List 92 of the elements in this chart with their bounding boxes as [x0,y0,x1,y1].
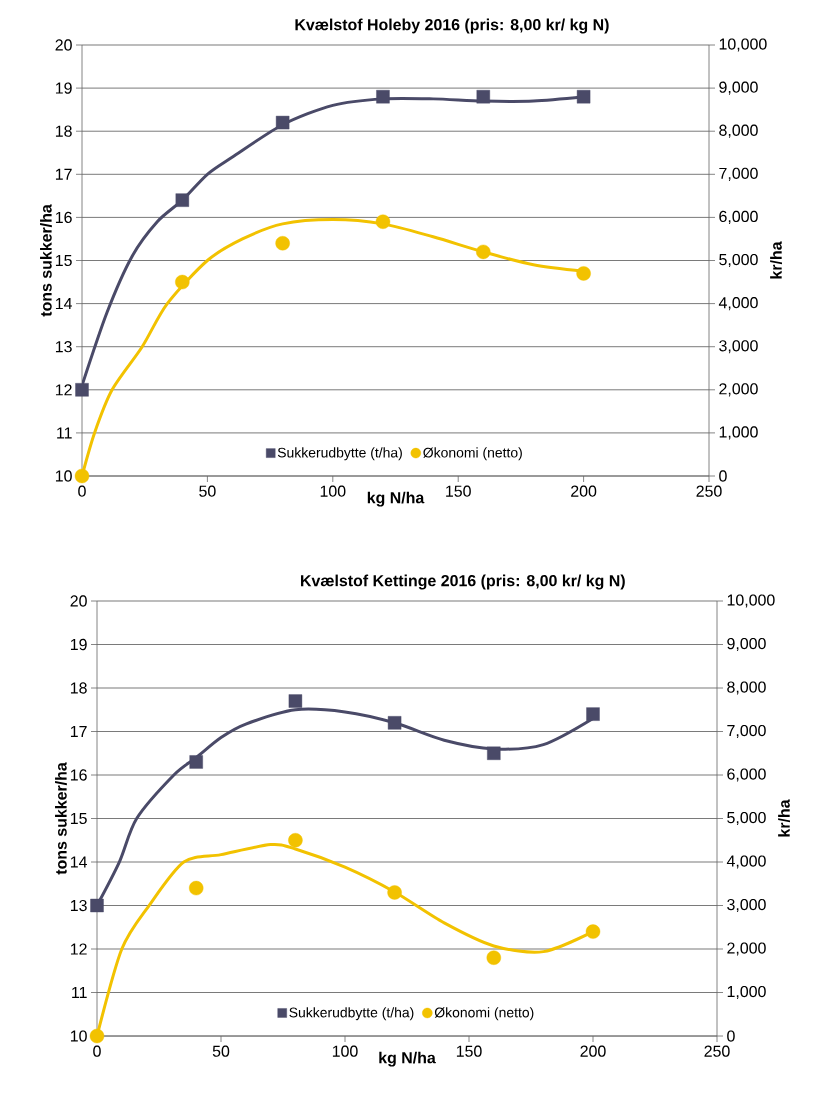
y2-tick-label: 10,000 [719,38,767,52]
y-tick-label: 13 [70,899,87,912]
y-tick-label: 17 [55,168,72,180]
point [189,880,204,896]
point [387,885,402,900]
point [376,90,390,104]
y-tick-label: 14 [55,298,72,310]
y2-axis-title: kr/ha [770,241,782,279]
y-tick-label: 20 [55,39,72,51]
point [585,924,601,939]
x-axis-title: kg N/ha [379,1051,436,1067]
point [487,746,501,760]
x-tick-label: 50 [199,485,216,497]
y2-tick-label: 9,000 [727,637,766,652]
y-tick-label: 17 [70,726,87,737]
y2-tick-label: 8,000 [719,124,758,138]
y-tick-label: 19 [70,638,87,651]
y2-tick-label: 7,000 [719,167,758,181]
y2-tick-label: 1,000 [727,985,766,1000]
y2-tick-label: 9,000 [719,81,758,95]
y-tick-label: 20 [70,595,87,607]
y-tick-label: 10 [55,470,72,482]
chart-title: Kvælstof Kettinge 2016 (pris: 8,00 kr/ kg N) [301,574,625,590]
y2-axis-title: kr/ha [778,799,790,837]
y2-tick-label: 5,000 [719,253,758,268]
point [175,274,190,290]
y-axis-title: tons sukker/ha [40,204,52,317]
point [75,383,89,397]
point [476,244,491,260]
point [375,214,391,229]
y-tick-label: 12 [70,943,87,955]
y2-tick-label: 8,000 [727,681,766,695]
point [576,90,591,104]
legend-label: Økonomi (netto) [423,447,522,461]
point [586,707,600,721]
point [486,950,501,965]
y2-tick-label: 5,000 [727,811,766,826]
point [288,833,303,848]
chart-title: Kvælstof Holeby 2016 (pris: 8,00 kr/ kg N) [295,18,609,34]
point [90,898,104,913]
y2-tick-label: 10,000 [727,594,775,608]
y2-tick-label: 4,000 [726,855,766,869]
x-tick-label: 250 [696,485,722,497]
point [387,716,402,730]
y-tick-label: 11 [57,427,72,439]
y-tick-label: 16 [55,211,72,224]
y2-tick-label: 3,000 [727,898,766,913]
y2-tick-label: 2,000 [727,942,766,956]
x-tick-label: 150 [446,485,471,497]
point [89,1028,105,1044]
x-tick-label: 0 [78,485,86,497]
y2-tick-label: 3,000 [719,340,758,354]
y2-tick-label: 0 [727,1030,735,1042]
x-tick-label: 50 [212,1045,230,1057]
y2-tick-label: 0 [719,470,727,482]
y-tick-label: 15 [55,254,72,267]
x-tick-label: 200 [571,485,597,497]
y2-tick-label: 4,000 [718,297,758,311]
x-tick-label: 100 [320,485,346,497]
point [275,236,290,251]
x-tick-label: 250 [704,1045,730,1057]
y-tick-label: 16 [70,769,87,781]
point [74,468,90,484]
y-axis-title: tons sukker/ha [55,762,67,875]
y2-tick-label: 6,000 [727,768,766,782]
point [576,266,591,281]
y2-tick-label: 6,000 [719,210,758,224]
y-tick-label: 10 [70,1030,87,1042]
y-tick-label: 13 [55,341,72,353]
point [476,90,490,104]
x-tick-label: 100 [332,1045,358,1057]
legend-label: Sukkerudbytte (t/ha) [277,447,402,461]
legend-label: Sukkerudbytte (t/ha) [289,1007,414,1021]
legend-label: Økonomi (netto) [434,1007,534,1021]
x-tick-label: 150 [456,1045,482,1057]
y2-tick-label: 1,000 [719,426,758,440]
x-axis-title: kg N/ha [367,491,425,507]
point [175,193,190,207]
y-tick-label: 15 [70,812,87,825]
y-tick-label: 12 [55,384,72,396]
x-tick-label: 0 [93,1045,101,1057]
point [275,115,290,130]
y-tick-label: 18 [70,682,87,694]
y-tick-label: 14 [70,856,87,868]
y-tick-label: 19 [55,82,72,94]
y2-tick-label: 2,000 [719,383,758,397]
point [288,694,303,708]
x-tick-label: 200 [580,1045,606,1057]
y-tick-label: 18 [55,125,72,137]
point [189,755,203,769]
y-tick-label: 11 [72,987,87,998]
y2-tick-label: 7,000 [727,724,766,739]
